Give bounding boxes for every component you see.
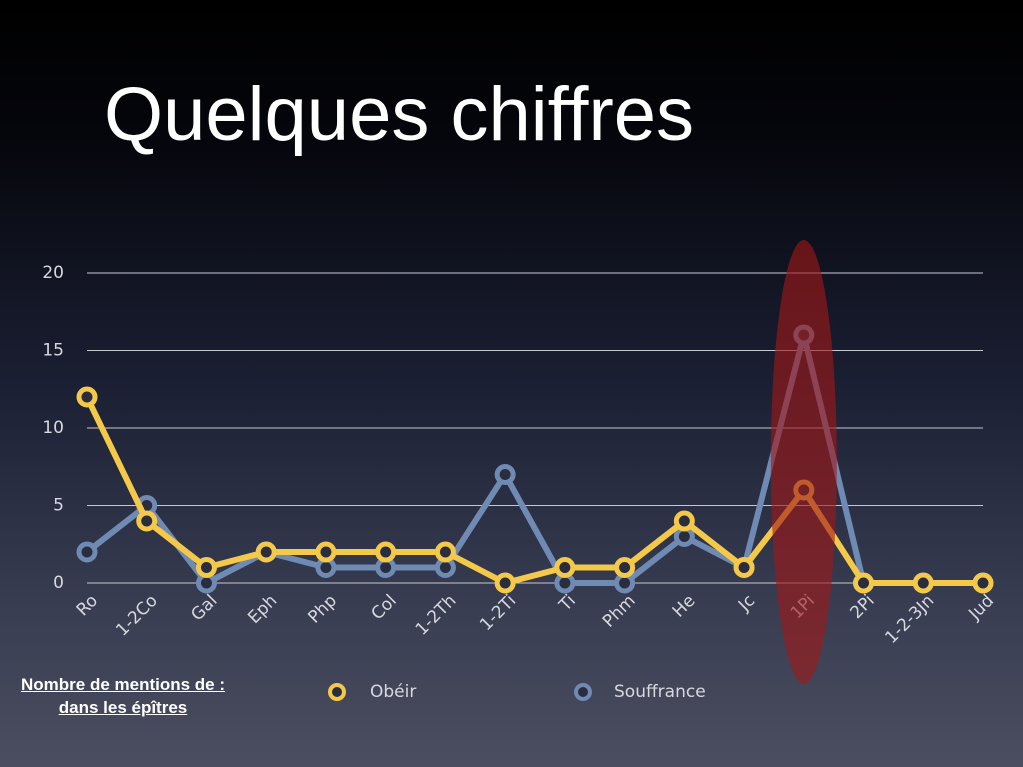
x-tick-label: 1-2Co: [112, 591, 162, 641]
x-tick-label: Ro: [73, 591, 102, 620]
highlight: [770, 240, 837, 684]
x-tick-label: Phm: [599, 591, 640, 632]
point: [853, 572, 875, 594]
x-tick-label: Gal: [187, 591, 221, 625]
legend-swatch: [328, 683, 346, 701]
x-tick-label: He: [669, 591, 700, 622]
point: [195, 557, 217, 578]
point: [375, 541, 397, 563]
x-tick-label: Col: [368, 591, 401, 624]
annotation: dans les épîtres: [58, 698, 188, 717]
series-line: [85, 332, 983, 586]
legend-swatch: [574, 683, 592, 701]
point: [733, 557, 755, 578]
x-tick-label: Ti: [555, 591, 580, 616]
point: [136, 510, 158, 532]
point: [614, 557, 636, 578]
x-tick-label: 1-2Ti: [476, 591, 520, 635]
x-tick-label: Php: [304, 591, 341, 628]
x-tick-label: 1-2-3Jn: [881, 591, 938, 648]
legend-label: Souffrance: [614, 682, 706, 702]
point: [76, 386, 98, 408]
point: [554, 557, 576, 578]
y-tick-label: 5: [53, 496, 64, 516]
y-tick-label: 10: [42, 418, 64, 438]
series-line: [84, 395, 983, 586]
y-tick-label: 20: [42, 263, 64, 283]
y-tick-label: 0: [53, 573, 64, 593]
x-tick-label: Jc: [734, 591, 759, 616]
y-tick-label: 15: [42, 341, 64, 361]
point: [255, 541, 277, 563]
point: [494, 572, 516, 594]
annotation: Nombre de mentions de :: [20, 675, 226, 694]
point: [972, 572, 994, 594]
point: [912, 572, 934, 594]
x-tick-label: Jud: [964, 591, 998, 625]
point: [434, 541, 456, 563]
x-tick-label: Eph: [244, 591, 281, 628]
x-tick-label: 1-2Th: [412, 591, 461, 640]
legend-label: Obéir: [370, 682, 416, 702]
point: [315, 541, 337, 563]
point: [673, 510, 695, 532]
chart-title: Quelques chiffres: [104, 72, 694, 157]
point: [494, 464, 516, 485]
x-tick-label: 2Pi: [846, 591, 878, 623]
point: [76, 541, 98, 563]
